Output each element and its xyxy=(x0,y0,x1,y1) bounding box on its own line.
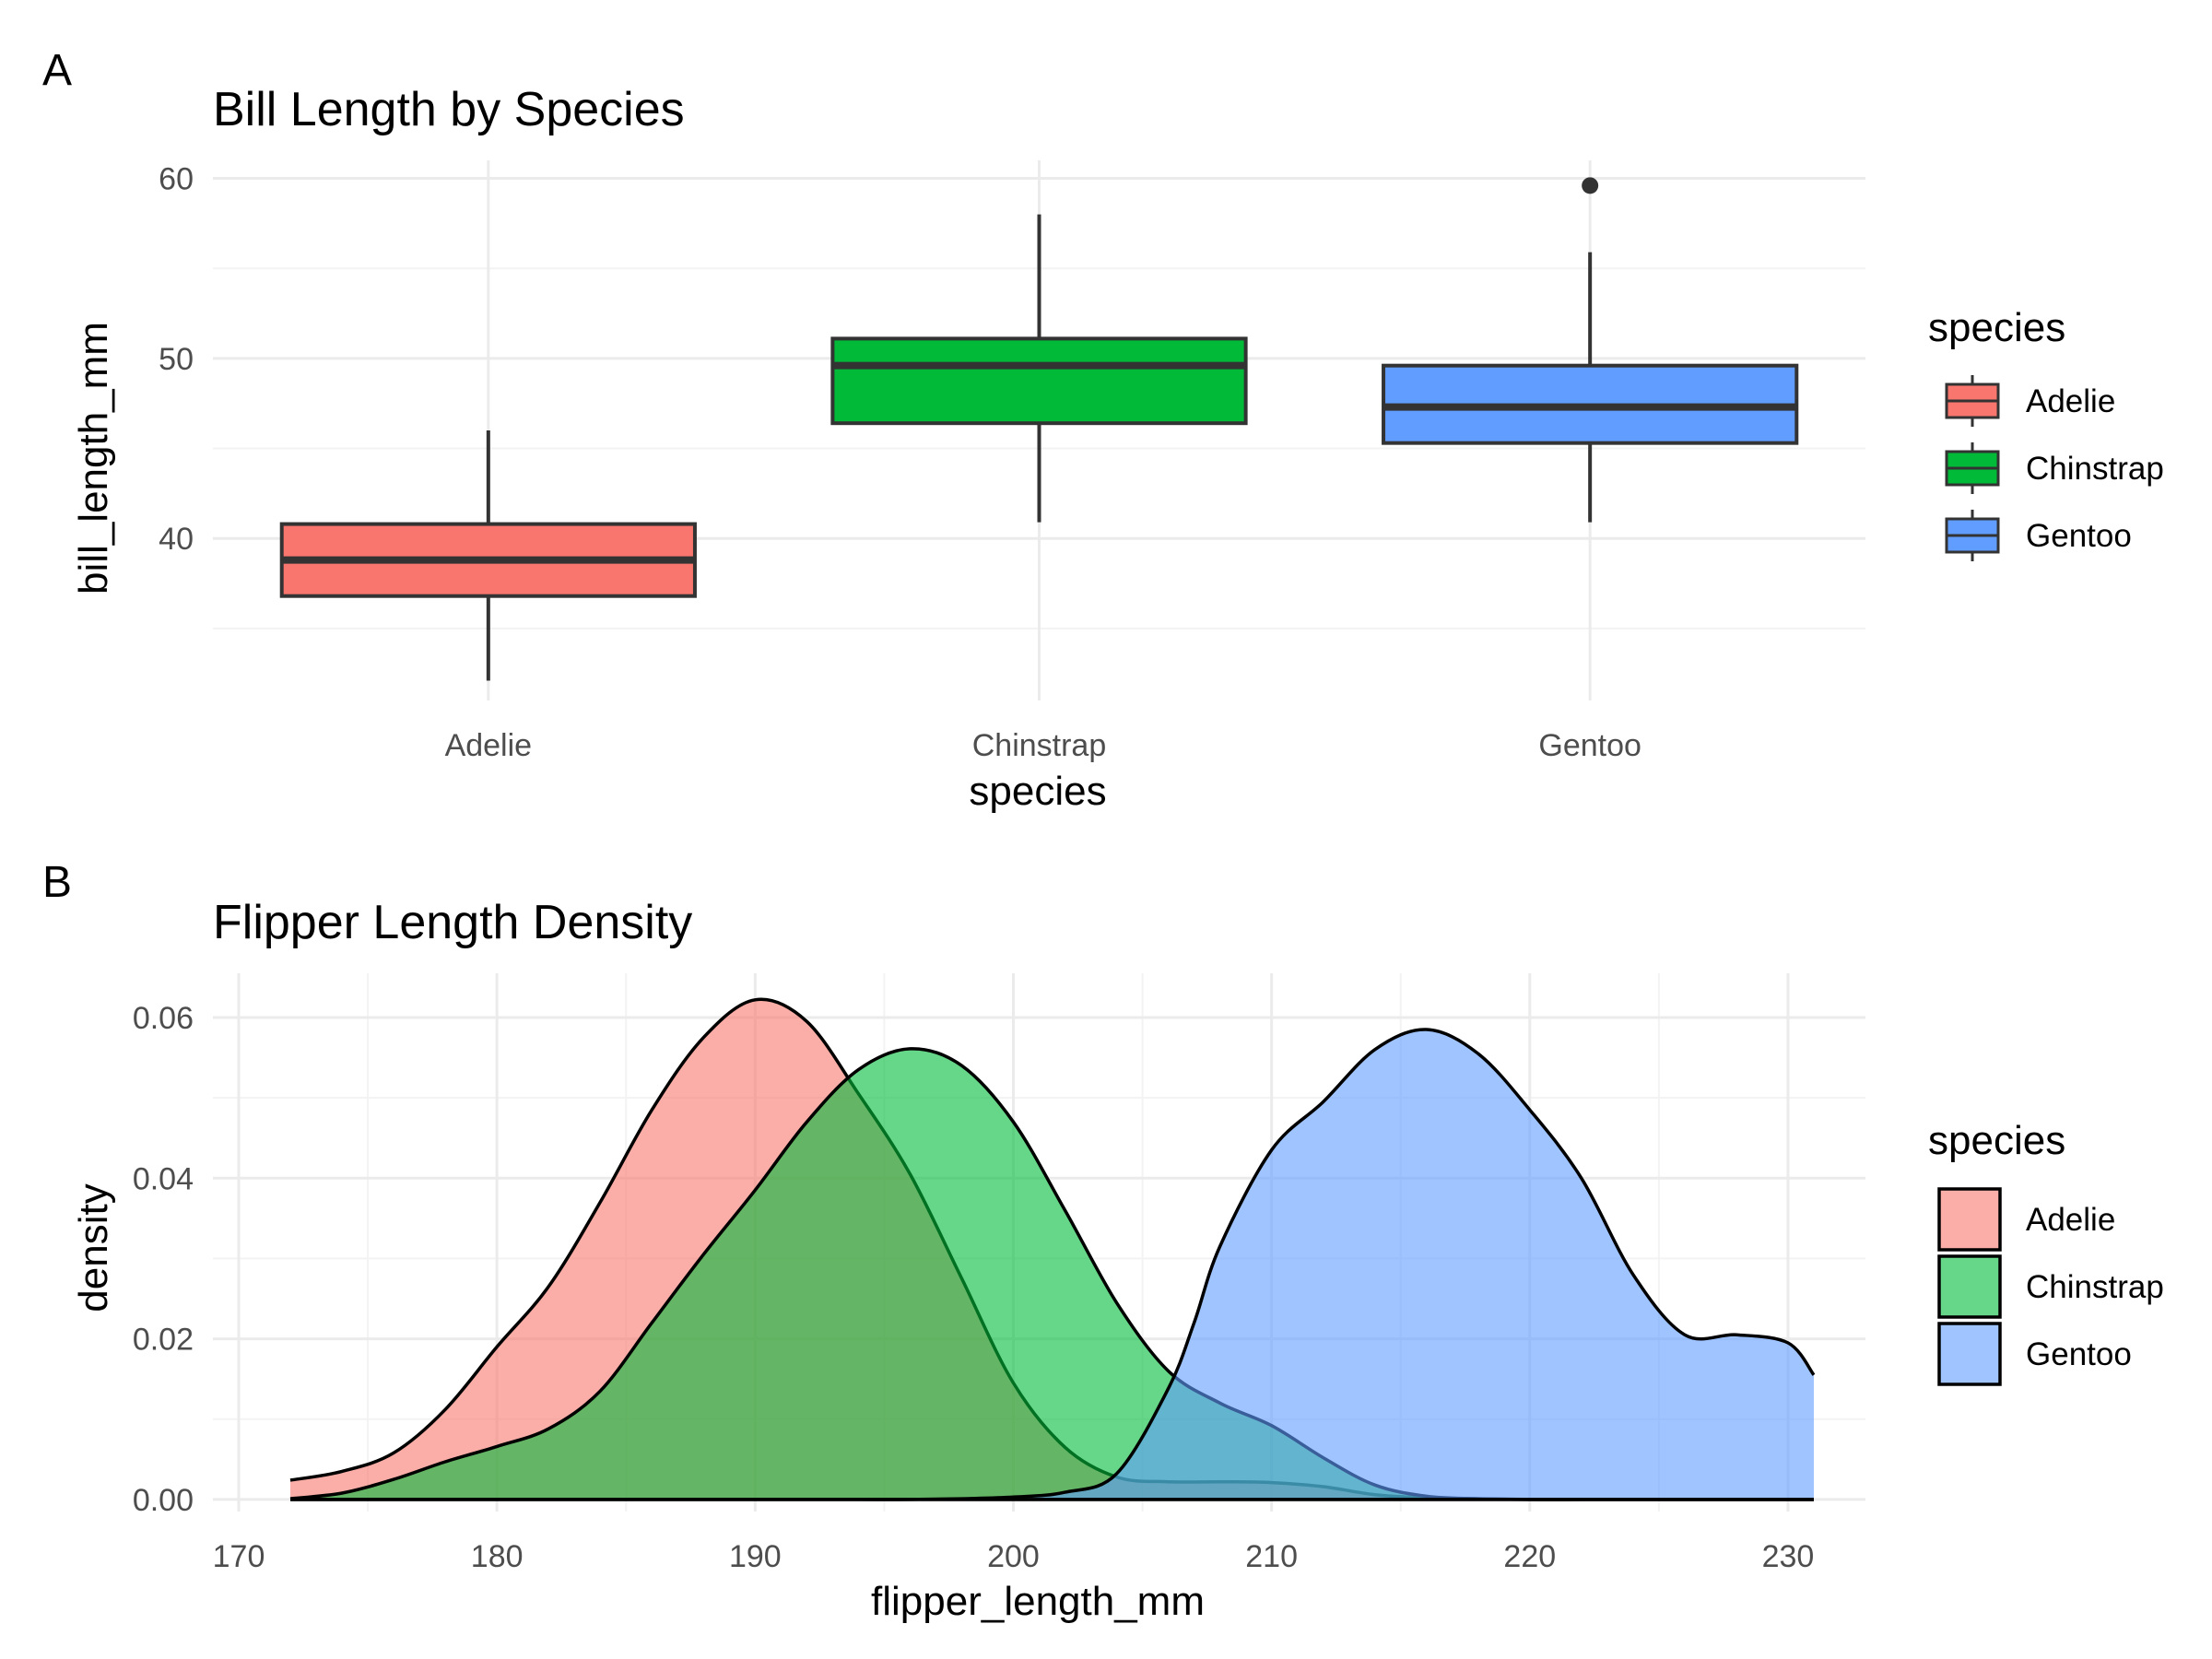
chart-a-x-tick-label: Adelie xyxy=(445,728,533,763)
density-area-fill xyxy=(290,1029,1814,1500)
chart-b-title: Flipper Length Density xyxy=(213,896,692,949)
chart-a-tick-labels: 40 50 60 Adelie Chinstrap Gentoo xyxy=(159,162,1641,763)
chart-b-x-tick-label: 200 xyxy=(987,1539,1040,1574)
chart-a-legend-title: species xyxy=(1928,305,2065,350)
legend-label: Chinstrap xyxy=(2026,451,2164,487)
chart-b-x-tick-label: 180 xyxy=(471,1539,524,1574)
chart-a-x-axis-title: species xyxy=(969,769,1106,814)
legend-label: Adelie xyxy=(2026,383,2115,419)
panel-a-tag: A xyxy=(42,46,72,95)
chart-b-y-tick-label: 0.02 xyxy=(133,1323,194,1358)
legend-key-swatch xyxy=(1937,1322,2002,1386)
chart-b-tick-labels: 0.00 0.02 0.04 0.06 170 180 190 200 210 220 230 xyxy=(133,1001,1815,1574)
chart-a-y-axis-title: bill_length_mm xyxy=(71,322,116,594)
chart-b-legend-title: species xyxy=(1928,1118,2065,1163)
chart-a-legend: species Adelie Chinstrap Gentoo xyxy=(1928,305,2164,561)
chart-b-y-tick-label: 0.04 xyxy=(133,1161,194,1196)
panel-b-flipper-density: B Flipper Length Density 0.000.020.040.0… xyxy=(42,858,2164,1624)
legend-b-item-adelie: Adelie xyxy=(1937,1187,2115,1252)
legend-a-item-gentoo: Gentoo xyxy=(1945,510,2132,561)
legend-label: Gentoo xyxy=(2026,1336,2132,1372)
chart-a-title: Bill Length by Species xyxy=(213,83,685,136)
density-gentoo xyxy=(290,1028,1816,1501)
legend-b-item-gentoo: Gentoo xyxy=(1937,1322,2132,1386)
chart-a-y-tick-label: 60 xyxy=(159,162,194,197)
chart-b-y-axis-title: density xyxy=(71,1183,116,1312)
box-chinstrap xyxy=(830,214,1248,523)
box-gentoo xyxy=(1382,177,1799,523)
chart-b-density-areas xyxy=(289,997,1816,1501)
legend-key-swatch xyxy=(1937,1187,2002,1252)
box-adelie xyxy=(279,430,697,681)
density-area-fill xyxy=(290,1048,1814,1500)
chart-b-x-tick-label: 190 xyxy=(729,1539,782,1574)
legend-label: Chinstrap xyxy=(2026,1269,2164,1305)
legend-label: Adelie xyxy=(2026,1202,2115,1238)
chart-b-x-tick-label: 210 xyxy=(1245,1539,1298,1574)
legend-label: Gentoo xyxy=(2026,518,2132,554)
chart-b-legend: species Adelie Chinstrap Gentoo xyxy=(1928,1118,2164,1386)
chart-a-y-tick-label: 40 xyxy=(159,522,194,557)
panel-a-bill-length-boxplot: A Bill Length by Species 40 50 60 Adelie Chi… xyxy=(42,46,2164,814)
chart-a-x-tick-label: Gentoo xyxy=(1538,728,1641,763)
box-iqr xyxy=(830,336,1248,426)
chart-b-y-tick-label: 0.06 xyxy=(133,1001,194,1036)
chart-b-y-tick-label: 0.00 xyxy=(133,1483,194,1518)
chart-b-x-tick-label: 220 xyxy=(1503,1539,1556,1574)
outlier-point xyxy=(1582,177,1599,194)
chart-b-x-axis-title: flipper_length_mm xyxy=(871,1579,1205,1624)
chart-a-y-tick-label: 50 xyxy=(159,342,194,377)
legend-key-swatch xyxy=(1937,1254,2002,1319)
chart-b-x-tick-label: 170 xyxy=(213,1539,265,1574)
chart-a-x-tick-label: Chinstrap xyxy=(972,728,1107,763)
legend-a-item-adelie: Adelie xyxy=(1945,375,2115,427)
chart-a-boxes xyxy=(279,177,1799,681)
legend-b-item-chinstrap: Chinstrap xyxy=(1937,1254,2164,1319)
chart-b-x-tick-label: 230 xyxy=(1762,1539,1815,1574)
panel-b-tag: B xyxy=(42,858,72,907)
legend-a-item-chinstrap: Chinstrap xyxy=(1945,442,2164,494)
